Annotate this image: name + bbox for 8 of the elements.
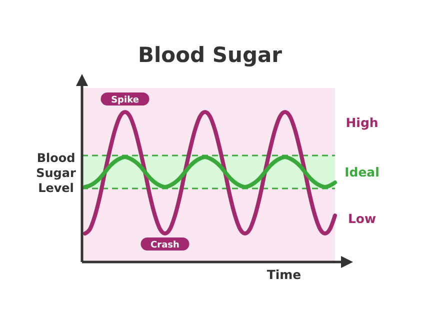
y-axis-title: Blood Sugar Level [36, 151, 76, 195]
chart-title: Blood Sugar [138, 43, 283, 67]
x-axis-title: Time [266, 267, 302, 282]
band-label: Ideal [344, 164, 380, 180]
text: Spike [111, 96, 139, 106]
text: Low [348, 211, 376, 226]
annotation: Crash [150, 240, 180, 250]
text: High [346, 115, 378, 130]
